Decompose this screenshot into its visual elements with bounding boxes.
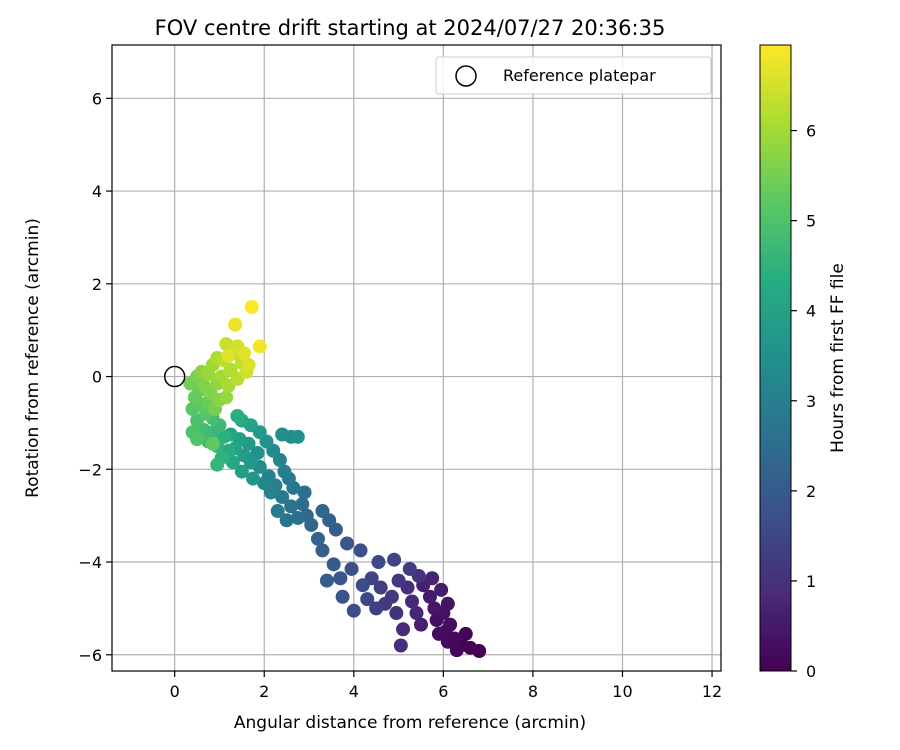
data-point <box>277 464 292 479</box>
data-point <box>275 427 290 442</box>
data-point <box>355 578 370 593</box>
data-point <box>234 464 249 479</box>
data-point <box>405 594 420 609</box>
data-point <box>373 580 388 595</box>
data-point <box>244 299 259 314</box>
x-tick-label: 12 <box>702 682 722 701</box>
data-point <box>290 510 305 525</box>
y-tick-label: 4 <box>92 182 102 201</box>
y-tick-label: 2 <box>92 275 102 294</box>
chart-title: FOV centre drift starting at 2024/07/27 … <box>155 16 666 40</box>
legend-marker-icon <box>455 65 477 87</box>
y-tick-label: −6 <box>78 646 102 665</box>
data-point <box>422 589 437 604</box>
data-point <box>344 561 359 576</box>
data-point <box>221 348 236 363</box>
data-point <box>230 408 245 423</box>
data-point <box>315 504 330 519</box>
plot-frame <box>111 44 722 672</box>
data-point <box>319 573 334 588</box>
colorbar-tick-label: 5 <box>806 212 816 231</box>
data-point <box>315 543 330 558</box>
y-tick-label: −2 <box>78 460 102 479</box>
data-point <box>425 571 440 586</box>
x-tick-label: 10 <box>612 682 632 701</box>
data-point <box>310 531 325 546</box>
x-tick-label: 8 <box>528 682 538 701</box>
colorbar-tick-label: 3 <box>806 392 816 411</box>
data-point <box>205 436 220 451</box>
data-point <box>275 490 290 505</box>
y-tick-label: 6 <box>92 89 102 108</box>
data-point <box>333 571 348 586</box>
colorbar-tick-label: 2 <box>806 482 816 501</box>
data-point <box>241 357 256 372</box>
data-point <box>297 485 312 500</box>
y-axis-label: Rotation from reference (arcmin) <box>23 218 43 498</box>
data-point <box>210 457 225 472</box>
colorbar-tick-label: 4 <box>806 302 816 321</box>
data-point <box>389 606 404 621</box>
data-point <box>190 432 205 447</box>
x-tick-label: 6 <box>438 682 448 701</box>
data-point <box>225 455 240 470</box>
data-point <box>279 513 294 528</box>
data-point <box>290 429 305 444</box>
colorbar-tick-label: 1 <box>806 572 816 591</box>
colorbar-label: Hours from first FF file <box>828 263 848 453</box>
data-point <box>237 346 252 361</box>
colorbar: 0 1 2 3 4 5 6 Hours from first FF file <box>759 44 848 681</box>
x-axis-label: Angular distance from reference (arcmin) <box>234 713 586 733</box>
y-tick-label: −4 <box>78 553 102 572</box>
legend-entry: Reference platepar <box>503 66 656 85</box>
data-point <box>353 543 368 558</box>
data-point <box>443 617 458 632</box>
colorbar-tick-label: 0 <box>806 662 816 681</box>
data-point <box>252 339 267 354</box>
data-point <box>393 638 408 653</box>
data-point <box>326 557 341 572</box>
data-point <box>413 617 428 632</box>
y-tick-label: 0 <box>92 368 102 387</box>
data-point <box>396 622 411 637</box>
x-axis-ticks: 0 2 4 6 8 10 12 <box>170 671 722 701</box>
data-point <box>458 626 473 641</box>
data-points <box>183 299 487 659</box>
legend: Reference platepar <box>435 56 712 95</box>
data-point <box>449 643 464 658</box>
reference-platepar-marker <box>163 365 186 388</box>
data-point <box>346 603 361 618</box>
data-point <box>387 552 402 567</box>
data-point <box>246 471 261 486</box>
data-point <box>228 317 243 332</box>
legend-box <box>435 56 712 95</box>
data-point <box>427 601 442 616</box>
data-point <box>409 606 424 621</box>
data-point <box>360 592 375 607</box>
data-point <box>219 337 234 352</box>
data-point <box>434 582 449 597</box>
data-point <box>257 476 272 491</box>
data-point <box>402 561 417 576</box>
data-point <box>340 536 355 551</box>
x-tick-label: 2 <box>259 682 269 701</box>
data-point <box>284 499 299 514</box>
x-tick-label: 4 <box>349 682 359 701</box>
colorbar-gradient <box>759 44 792 672</box>
data-point <box>391 573 406 588</box>
data-point <box>219 390 234 405</box>
colorbar-ticks: 0 1 2 3 4 5 6 <box>791 122 816 681</box>
data-point <box>270 504 285 519</box>
y-axis-ticks: −6 −4 −2 0 2 4 6 <box>78 89 112 665</box>
data-point <box>369 601 384 616</box>
x-tick-label: 0 <box>170 682 180 701</box>
data-point <box>431 626 446 641</box>
data-point <box>295 497 310 512</box>
colorbar-tick-label: 6 <box>806 122 816 141</box>
data-point <box>335 589 350 604</box>
data-point <box>440 596 455 611</box>
data-point <box>371 555 386 570</box>
